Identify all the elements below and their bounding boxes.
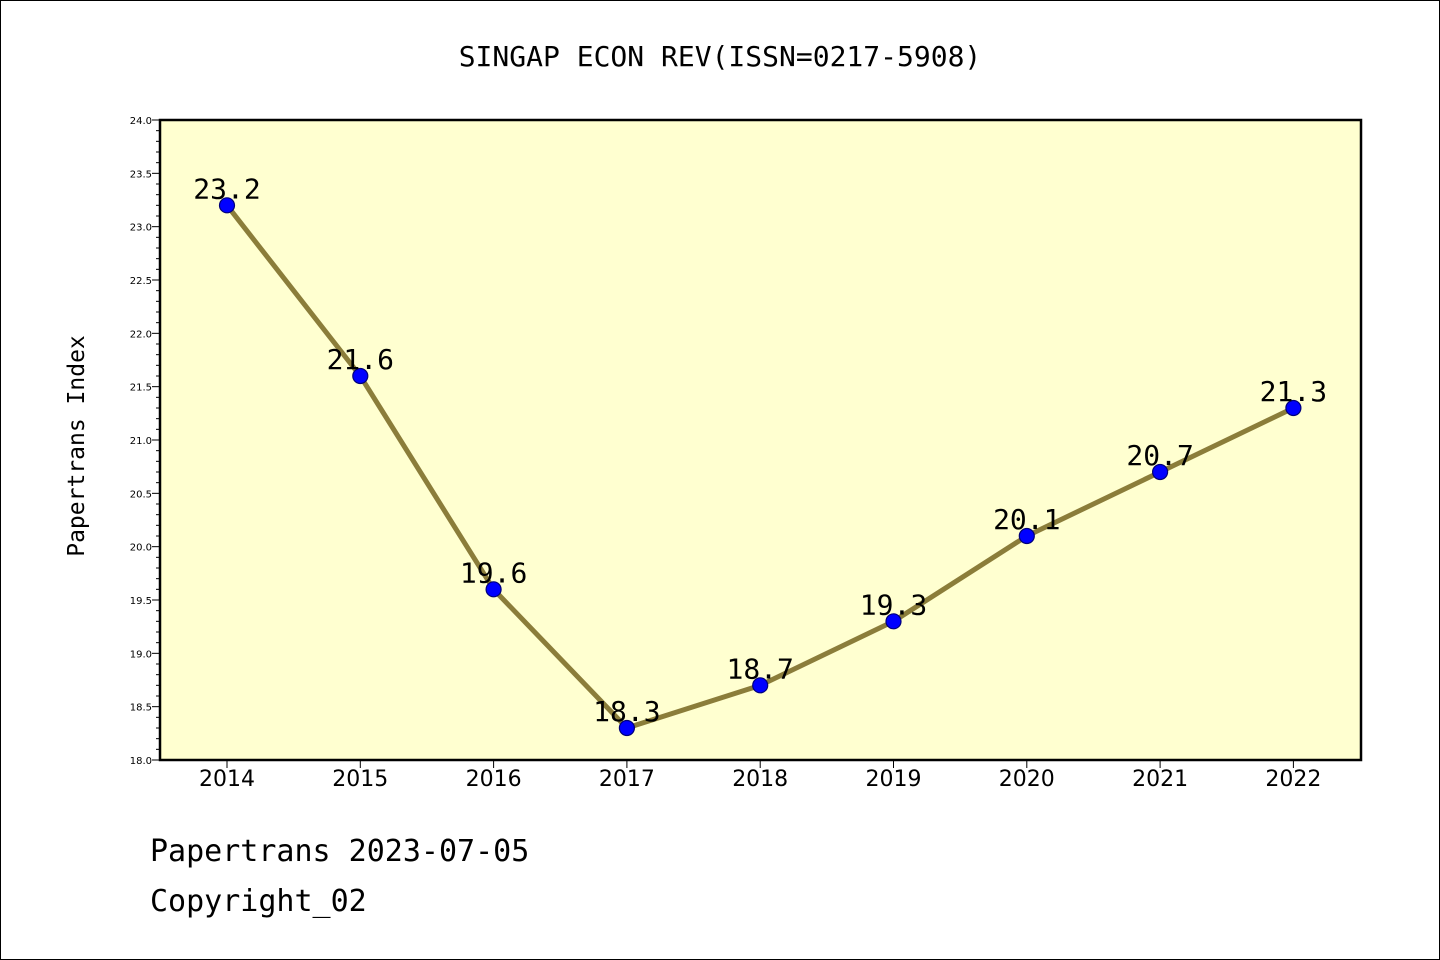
data-label: 23.2 <box>193 172 260 205</box>
data-label: 19.3 <box>860 588 927 621</box>
x-tick-label: 2014 <box>199 767 255 792</box>
series-layer: 23.2 21.6 19.6 18.3 18.7 19.3 20.1 20.7 21.3 <box>193 172 1327 737</box>
y-tick-label: 19.5 <box>130 596 152 607</box>
y-tick-label: 18.0 <box>130 756 152 767</box>
data-label: 18.3 <box>593 695 660 728</box>
x-tick-label: 2019 <box>866 767 922 792</box>
y-tick-label: 18.5 <box>130 703 152 714</box>
data-label: 21.3 <box>1260 375 1327 408</box>
y-axis: 18.0 18.5 19.0 19.5 20.0 20.5 21.0 21.5 22.0 22.5… <box>130 116 160 767</box>
x-tick-label: 2018 <box>732 767 788 792</box>
chart-title: SINGAP ECON REV(ISSN=0217-5908) <box>459 40 982 73</box>
y-tick-label: 23.0 <box>130 223 152 234</box>
data-point <box>485 581 502 598</box>
x-tick-label: 2016 <box>466 767 522 792</box>
data-point <box>218 197 236 214</box>
y-tick-label: 19.0 <box>130 649 152 660</box>
footer-copyright: Copyright_02 <box>150 884 367 919</box>
data-point <box>885 613 902 630</box>
y-axis-label: Papertrans Index <box>64 335 90 557</box>
x-tick-label: 2015 <box>332 767 388 792</box>
data-label: 20.1 <box>993 503 1060 536</box>
y-tick-label: 21.5 <box>130 383 152 394</box>
x-axis: 2014 2015 2016 2017 2018 2019 2020 2021 2022 <box>199 760 1321 792</box>
data-point <box>752 677 769 694</box>
data-label: 18.7 <box>726 652 793 685</box>
y-tick-label: 21.0 <box>130 436 152 447</box>
y-tick-label: 23.5 <box>130 169 152 180</box>
data-point <box>1151 463 1169 481</box>
data-label: 20.7 <box>1126 439 1193 472</box>
y-tick-label: 22.5 <box>130 276 152 287</box>
y-tick-label: 22.0 <box>130 329 152 340</box>
data-label: 19.6 <box>460 556 527 589</box>
footer-date: Papertrans 2023-07-05 <box>150 834 530 869</box>
data-point <box>1018 527 1035 545</box>
y-tick-label: 20.5 <box>130 489 152 500</box>
x-tick-label: 2020 <box>999 767 1055 792</box>
x-tick-label: 2022 <box>1265 767 1321 792</box>
data-label: 21.6 <box>327 343 394 376</box>
data-point <box>352 367 369 385</box>
data-point <box>618 719 636 737</box>
x-tick-label: 2017 <box>599 767 655 792</box>
plot-area <box>158 118 1363 762</box>
y-tick-label: 24.0 <box>130 116 152 127</box>
data-point <box>1285 399 1302 417</box>
y-tick-label: 20.0 <box>130 543 152 554</box>
x-tick-label: 2021 <box>1132 767 1188 792</box>
